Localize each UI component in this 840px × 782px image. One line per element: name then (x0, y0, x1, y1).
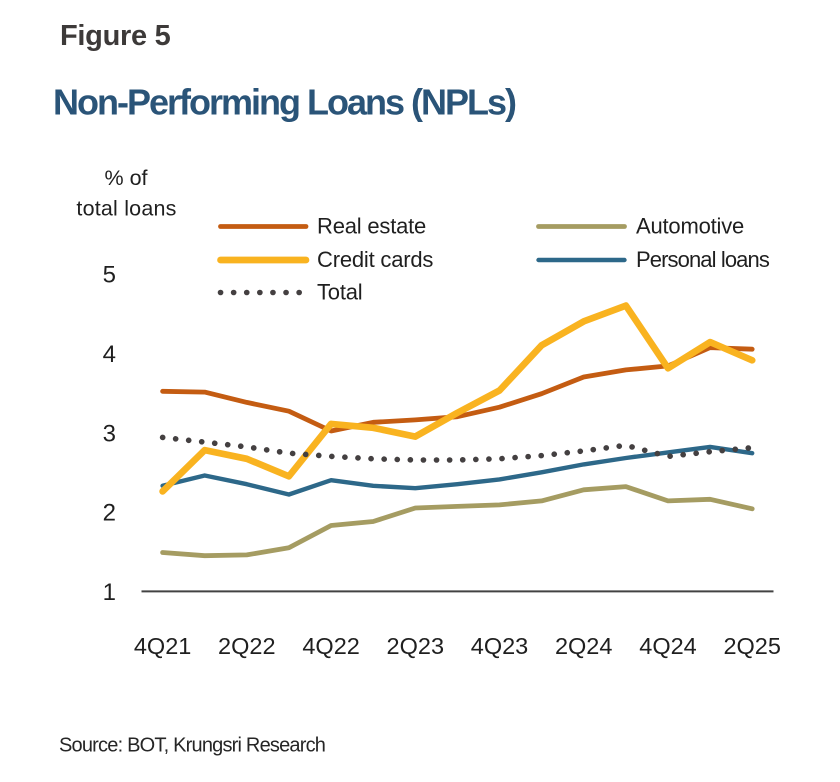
svg-text:2Q22: 2Q22 (218, 633, 276, 659)
svg-text:Source: BOT, Krungsri Research: Source: BOT, Krungsri Research (59, 735, 325, 757)
svg-text:Figure 5: Figure 5 (60, 20, 171, 52)
svg-text:% of: % of (104, 166, 147, 190)
svg-text:total loans: total loans (76, 197, 176, 221)
svg-text:2Q25: 2Q25 (723, 633, 781, 659)
svg-text:2: 2 (103, 500, 116, 527)
svg-text:2Q23: 2Q23 (387, 633, 445, 659)
svg-text:3: 3 (103, 420, 116, 447)
svg-text:4Q22: 4Q22 (302, 633, 360, 659)
svg-text:5: 5 (103, 262, 116, 289)
svg-text:4: 4 (103, 341, 116, 368)
svg-text:Automotive: Automotive (636, 214, 744, 239)
svg-text:Real estate: Real estate (317, 214, 426, 239)
svg-text:4Q24: 4Q24 (639, 633, 697, 659)
svg-text:Credit cards: Credit cards (317, 247, 433, 272)
svg-text:Non-Performing Loans (NPLs): Non-Performing Loans (NPLs) (53, 82, 516, 123)
svg-text:4Q23: 4Q23 (471, 633, 529, 659)
svg-text:Total: Total (317, 280, 362, 305)
svg-text:2Q24: 2Q24 (555, 633, 613, 659)
svg-text:4Q21: 4Q21 (134, 633, 192, 659)
svg-text:Personal loans: Personal loans (636, 247, 770, 272)
svg-text:1: 1 (103, 579, 116, 606)
